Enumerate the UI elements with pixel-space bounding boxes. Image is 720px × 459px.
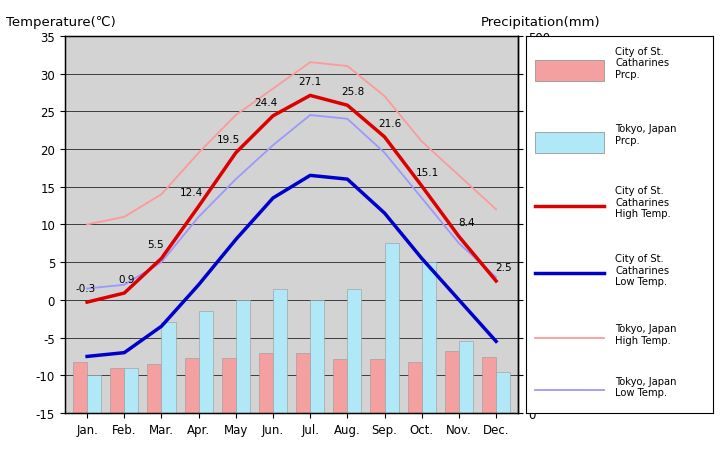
Bar xyxy=(184,358,199,413)
Bar xyxy=(496,372,510,413)
FancyBboxPatch shape xyxy=(535,61,604,82)
FancyBboxPatch shape xyxy=(535,133,604,153)
Text: 21.6: 21.6 xyxy=(379,118,402,129)
Bar xyxy=(273,289,287,413)
Text: 15.1: 15.1 xyxy=(415,168,439,178)
Bar xyxy=(445,352,459,413)
Text: 0.9: 0.9 xyxy=(118,274,135,285)
Text: 5.5: 5.5 xyxy=(148,240,164,250)
Bar xyxy=(333,359,347,413)
Bar xyxy=(482,358,496,413)
Text: Tokyo, Japan
Prcp.: Tokyo, Japan Prcp. xyxy=(616,124,677,146)
Text: City of St.
Catharines
Prcp.: City of St. Catharines Prcp. xyxy=(616,46,670,79)
Text: Tokyo, Japan
High Temp.: Tokyo, Japan High Temp. xyxy=(616,323,677,345)
Text: Tokyo, Japan
Low Temp.: Tokyo, Japan Low Temp. xyxy=(616,376,677,397)
Text: City of St.
Catharines
Low Temp.: City of St. Catharines Low Temp. xyxy=(616,253,670,286)
Bar xyxy=(296,353,310,413)
Text: 27.1: 27.1 xyxy=(299,77,322,87)
Text: Temperature(℃): Temperature(℃) xyxy=(6,16,116,29)
Bar xyxy=(459,341,473,413)
Text: 12.4: 12.4 xyxy=(179,188,203,198)
Text: 24.4: 24.4 xyxy=(254,97,277,107)
Bar xyxy=(148,364,161,413)
Bar xyxy=(347,289,361,413)
Bar xyxy=(110,368,125,413)
Bar xyxy=(310,300,324,413)
Bar xyxy=(222,358,236,413)
Text: 2.5: 2.5 xyxy=(495,263,512,272)
Bar xyxy=(422,263,436,413)
Bar xyxy=(87,375,102,413)
Text: 25.8: 25.8 xyxy=(341,87,364,97)
Bar xyxy=(161,323,176,413)
Bar xyxy=(73,362,87,413)
Text: 8.4: 8.4 xyxy=(458,218,474,228)
Text: -0.3: -0.3 xyxy=(75,284,95,293)
Bar xyxy=(259,353,273,413)
Bar xyxy=(370,359,384,413)
Text: 19.5: 19.5 xyxy=(217,134,240,145)
Bar xyxy=(199,312,213,413)
Text: Precipitation(mm): Precipitation(mm) xyxy=(480,16,600,29)
Bar xyxy=(408,363,422,413)
Text: City of St.
Catharines
High Temp.: City of St. Catharines High Temp. xyxy=(616,186,671,219)
Bar xyxy=(236,300,250,413)
Bar xyxy=(125,368,138,413)
Bar xyxy=(384,244,399,413)
